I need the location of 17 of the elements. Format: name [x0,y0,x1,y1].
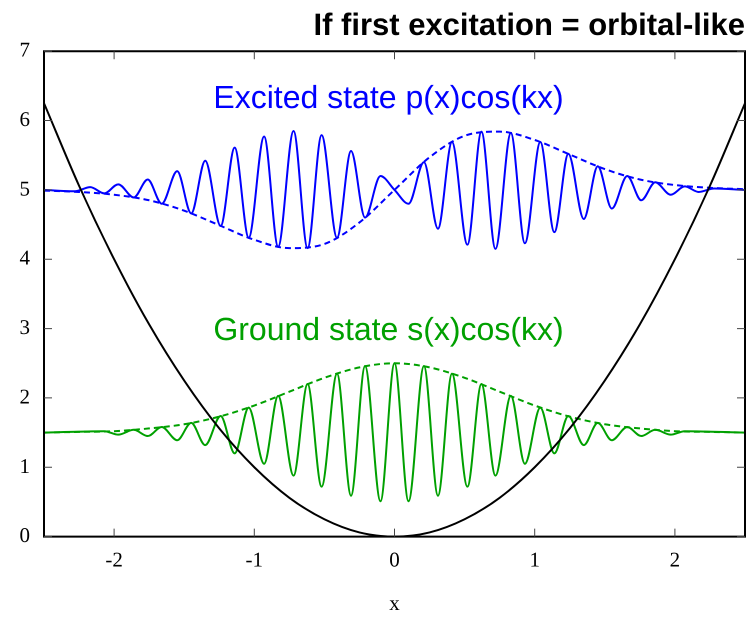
y-tick-label: 5 [20,176,30,200]
x-axis-title: x [389,590,400,615]
y-tick-label: 3 [20,315,30,340]
y-tick-label: 1 [20,454,30,478]
x-tick-label: 1 [529,548,540,572]
x-tick-label: 2 [670,548,680,572]
x-tick-label: -2 [105,548,123,572]
x-tick-label: 0 [389,548,400,572]
series-label: Excited state p(x)cos(kx) [213,78,564,115]
y-tick-label: 7 [20,38,30,62]
x-tick-label: -1 [246,548,264,572]
y-tick-label: 6 [20,107,30,132]
chart-title: If first excitation = orbital-like [313,7,745,42]
series-label: Ground state s(x)cos(kx) [213,311,564,348]
y-tick-label: 2 [20,384,30,408]
y-tick-label: 0 [20,523,30,548]
y-tick-label: 4 [20,246,30,270]
